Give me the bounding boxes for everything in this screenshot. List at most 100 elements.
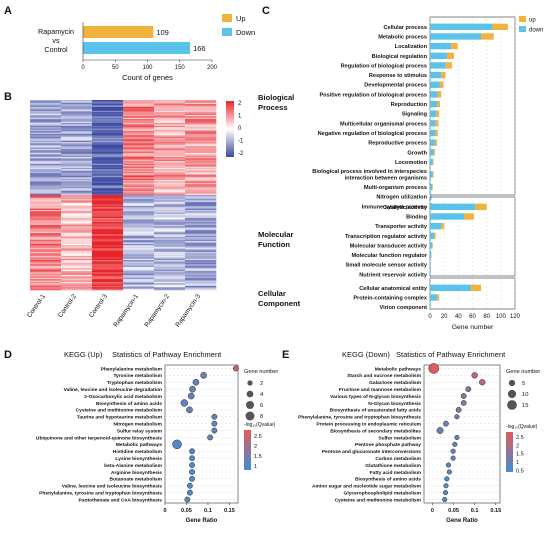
dot-point <box>200 372 207 379</box>
heatmap-cell <box>185 280 217 283</box>
heatmap-cell <box>154 102 186 105</box>
heatmap-cell <box>123 205 155 208</box>
c-bar-down <box>430 183 433 191</box>
dot-category-label: Arginine biosynthesis <box>111 470 162 476</box>
c-bar-down <box>430 271 431 278</box>
heatmap-cell <box>61 288 93 291</box>
heatmap-cell <box>154 277 186 280</box>
panel-c-label: C <box>262 5 270 17</box>
color-legend-title: -log₁₀(Qvalue) <box>506 424 538 430</box>
heatmap-cell <box>123 219 155 222</box>
heatmap-cell <box>30 239 62 242</box>
c-category-label: Immune system process <box>362 204 427 210</box>
panel-d-label: D <box>4 349 12 361</box>
heatmap-cell <box>92 119 124 121</box>
c-category-label: Catalytic activity <box>383 205 428 211</box>
heatmap-cell <box>185 135 217 137</box>
heatmap-cell <box>154 262 186 265</box>
heatmap-cell <box>30 207 62 209</box>
heatmap-cell <box>61 112 93 114</box>
c-bar-down <box>430 251 432 259</box>
heatmap-cell <box>92 254 124 257</box>
heatmap-cell <box>154 108 186 110</box>
heatmap-cell <box>92 192 124 194</box>
heatmap-cell <box>92 154 124 156</box>
heatmap-cell <box>61 203 93 205</box>
heatmap-cell <box>92 238 124 241</box>
heatmap-cell <box>92 186 124 189</box>
heatmap-cell <box>123 273 155 276</box>
heatmap-cell <box>123 196 155 199</box>
heatmap-cell <box>61 230 93 232</box>
heatmap-cell <box>61 266 93 269</box>
heatmap-column-label: Rapamycin-3 <box>174 293 202 329</box>
heatmap-cell <box>30 131 62 133</box>
heatmap-cell <box>154 112 186 114</box>
heatmap-cell <box>92 266 124 269</box>
dot-point <box>180 399 188 407</box>
c-bar-down <box>430 71 442 79</box>
heatmap-cell <box>154 135 186 137</box>
a-x-label: Count of genes <box>122 73 173 82</box>
heatmap-cell <box>30 271 62 273</box>
heatmap-cell <box>123 283 155 285</box>
heatmap-cell <box>92 171 124 174</box>
heatmap-cell <box>30 169 62 171</box>
heatmap-cell <box>154 215 186 218</box>
heatmap-cell <box>92 269 124 272</box>
heatmap-cell <box>61 181 93 184</box>
heatmap-cell <box>185 154 217 156</box>
heatmap-cell <box>61 228 93 231</box>
heatmap-cell <box>185 166 217 169</box>
heatmap-cell <box>92 104 124 106</box>
heatmap-cell <box>30 262 62 265</box>
c-bar-down <box>430 81 440 88</box>
heatmap-cell <box>123 144 155 147</box>
heatmap-cell <box>61 261 93 264</box>
dot-point <box>172 439 182 450</box>
c-group-label: Biological <box>258 93 294 102</box>
heatmap-cell <box>154 109 186 112</box>
heatmap-cell <box>185 129 217 132</box>
heatmap-cell <box>30 133 62 136</box>
a-legend-swatch <box>222 14 232 22</box>
heatmap-cell <box>61 188 93 190</box>
heatmap-cell <box>185 235 217 238</box>
heatmap-cell <box>92 113 124 116</box>
heatmap-cell <box>185 163 217 166</box>
heatmap-cell <box>30 212 62 215</box>
heatmap-cell <box>154 231 186 234</box>
heatmap-cell <box>154 159 186 162</box>
heatmap-cell <box>154 272 186 275</box>
a-category-label: vs <box>52 36 60 45</box>
heatmap-cell <box>123 170 155 173</box>
heatmap-cell <box>92 247 124 250</box>
heatmap-cell <box>185 228 217 231</box>
c-bar-up <box>434 232 436 239</box>
dot-category-label: Pentose and glucuronate interconversions <box>322 449 421 455</box>
heatmap-cell <box>30 247 62 250</box>
heatmap-cell <box>92 222 124 224</box>
color-legend-tick: 1.5 <box>516 452 524 458</box>
dot-point <box>189 462 195 468</box>
heatmap-cell <box>123 140 155 143</box>
c-bar-up <box>433 149 435 156</box>
heatmap-cell <box>123 112 155 114</box>
heatmap-cell <box>92 135 124 137</box>
heatmap-cell <box>123 129 155 132</box>
heatmap-cell <box>123 102 155 105</box>
heatmap-cell <box>61 258 93 261</box>
heatmap-cell <box>154 276 186 279</box>
heatmap-cell <box>185 279 217 281</box>
heatmap-cell <box>154 181 186 184</box>
heatmap-cell <box>154 128 186 131</box>
heatmap-column-label: Control-3 <box>88 293 109 319</box>
heatmap-cell <box>123 131 155 133</box>
c-bar-down <box>430 100 438 108</box>
heatmap-cell <box>154 133 186 136</box>
heatmap-cell <box>30 176 62 178</box>
dot-point <box>450 455 456 461</box>
heatmap-cell <box>61 273 93 276</box>
heatmap-cell <box>123 121 155 124</box>
heatmap-cell <box>154 234 186 237</box>
